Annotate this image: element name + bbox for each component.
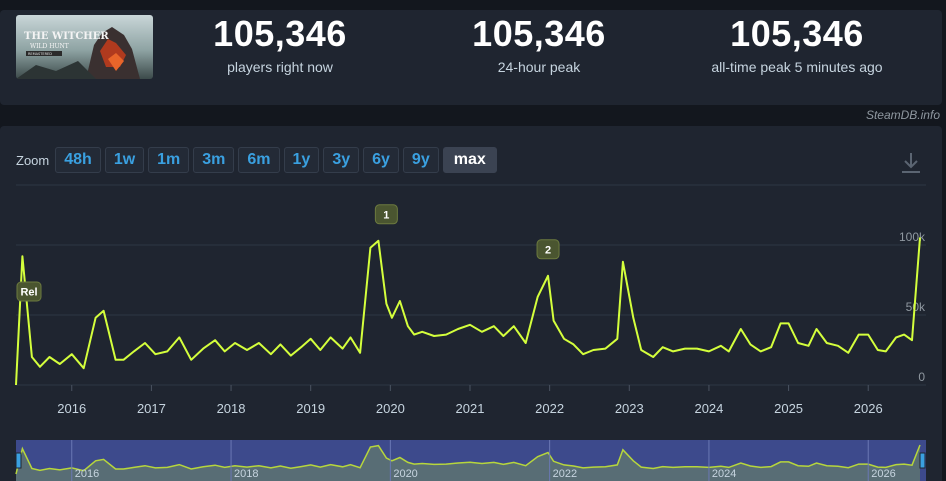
x-tick-label: 2026 (854, 401, 883, 416)
peak-24h-label: 24-hour peak (497, 59, 581, 75)
annotation-flag-box (536, 239, 560, 260)
alltime-peak-label: all-time peak 5 minutes ago (711, 59, 883, 75)
zoom-3m-button[interactable]: 3m (193, 147, 235, 173)
game-thumbnail-art: THE WITCHER WILD HUNT REMASTERED (16, 15, 153, 79)
x-tick-label: 2017 (137, 401, 166, 416)
zoom-label: Zoom (16, 152, 50, 168)
zoom-48h-button[interactable]: 48h (55, 147, 101, 173)
stat-current-players: 105,346 players right now (150, 13, 410, 76)
zoom-1m-button[interactable]: 1m (148, 147, 190, 173)
x-tick-label: 2024 (694, 401, 723, 416)
zoom-6y-button[interactable]: 6y (363, 147, 399, 173)
annotation-flag[interactable]: Rel (16, 281, 42, 302)
navigator[interactable]: 2016 2018 2020 2022 2024 2026 (15, 440, 926, 481)
annotation-label: 1 (383, 209, 389, 221)
steamdb-credit[interactable]: SteamDB.info (865, 108, 940, 122)
x-tick-label: 2020 (376, 401, 405, 416)
annotation-flag[interactable]: 1 (374, 204, 398, 225)
x-axis-ticks: 2016 2017 2018 2019 2020 2021 2022 2023 2024 2025… (57, 385, 883, 416)
annotation-flag-box (374, 204, 398, 225)
y-tick-label: 50k (906, 300, 926, 314)
x-tick-label: 2023 (615, 401, 644, 416)
download-icon[interactable] (900, 151, 922, 175)
logo-line-3: REMASTERED (28, 52, 52, 56)
player-count-line (15, 237, 921, 386)
gridlines (16, 244, 926, 386)
zoom-max-button[interactable]: max (442, 147, 497, 173)
annotation-flags: Rel 1 2 (16, 204, 560, 302)
stat-alltime-peak: 105,346 all-time peak 5 minutes ago (667, 13, 927, 76)
logo-line-2: WILD HUNT (30, 43, 69, 50)
zoom-bar: Zoom 48h 1w 1m 3m 6m 1y 3y 6y 9y max (16, 147, 501, 173)
y-tick-label: 0 (918, 370, 925, 384)
zoom-1y-button[interactable]: 1y (283, 147, 320, 173)
x-tick-label: 2022 (535, 401, 564, 416)
zoom-6m-button[interactable]: 6m (238, 147, 280, 173)
navigator-tick-label: 2018 (234, 468, 258, 480)
zoom-3y-button[interactable]: 3y (323, 147, 360, 173)
navigator-left-handle[interactable] (15, 452, 22, 469)
y-axis-ticks: 0 50k 100k (899, 230, 926, 384)
annotation-flag-box (16, 281, 42, 302)
peak-24h-value: 105,346 (472, 13, 606, 54)
annotation-label: 2 (545, 244, 551, 256)
x-tick-label: 2019 (296, 401, 325, 416)
navigator-tick-label: 2020 (393, 468, 417, 480)
stats-panel (0, 10, 942, 105)
current-players-label: players right now (227, 59, 333, 75)
navigator-tick-label: 2024 (712, 468, 736, 480)
navigator-tick-label: 2016 (75, 468, 99, 480)
zoom-9y-button[interactable]: 9y (402, 147, 439, 173)
annotation-label: Rel (20, 287, 37, 299)
zoom-1w-button[interactable]: 1w (104, 147, 145, 173)
navigator-tick-label: 2022 (553, 468, 577, 480)
x-tick-label: 2021 (456, 401, 485, 416)
navigator-line (15, 444, 921, 475)
alltime-peak-value: 105,346 (730, 13, 864, 54)
navigator-right-handle[interactable] (919, 452, 926, 469)
navigator-tick-label: 2026 (871, 468, 895, 480)
x-tick-label: 2025 (774, 401, 803, 416)
game-thumbnail[interactable]: THE WITCHER WILD HUNT REMASTERED (16, 15, 153, 79)
y-tick-label: 100k (899, 230, 926, 244)
logo-line-1: THE WITCHER (24, 31, 109, 42)
x-tick-label: 2018 (217, 401, 246, 416)
current-players-value: 105,346 (213, 13, 347, 54)
annotation-flag[interactable]: 2 (536, 239, 560, 260)
stat-24h-peak: 105,346 24-hour peak (409, 13, 669, 76)
x-tick-label: 2016 (57, 401, 86, 416)
